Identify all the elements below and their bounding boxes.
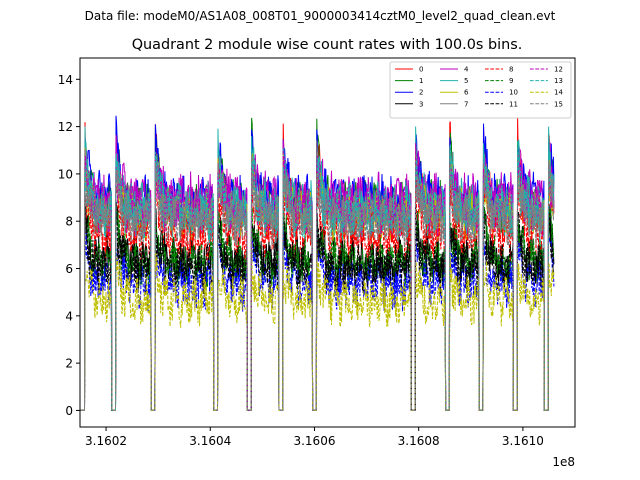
y-tick-label: 10 <box>58 167 73 181</box>
x-tick-label: 3.1608 <box>398 434 440 448</box>
x-axis: 3.1602 3.1604 3.1606 3.1608 3.1610 <box>85 427 544 448</box>
y-tick-label: 14 <box>58 73 73 87</box>
legend-label: 10 <box>509 89 518 97</box>
legend-label: 4 <box>464 66 469 74</box>
legend-label: 3 <box>419 100 423 108</box>
series-line-10 <box>80 227 555 411</box>
legend-label: 14 <box>554 89 563 97</box>
series-line-15 <box>80 160 555 411</box>
y-tick-label: 12 <box>58 120 73 134</box>
y-tick-label: 8 <box>65 215 73 229</box>
legend-label: 15 <box>554 100 563 108</box>
legend-label: 6 <box>464 89 469 97</box>
legend-label: 9 <box>509 77 513 85</box>
series-layer <box>80 115 555 411</box>
legend-label: 2 <box>419 89 423 97</box>
x-tick-label: 3.1606 <box>293 434 335 448</box>
suptitle: Data file: modeM0/AS1A08_008T01_90000034… <box>85 9 556 23</box>
x-tick-label: 3.1602 <box>85 434 127 448</box>
axes-frame <box>79 57 576 428</box>
plot-area <box>79 57 576 428</box>
x-tick-label: 3.1604 <box>189 434 231 448</box>
y-tick-label: 6 <box>65 262 73 276</box>
y-tick-label: 4 <box>65 309 73 323</box>
y-axis: 0 2 4 6 8 10 12 14 <box>58 73 80 418</box>
legend-label: 8 <box>509 66 513 74</box>
x-tick-label: 3.1610 <box>502 434 544 448</box>
legend-label: 7 <box>464 100 468 108</box>
chart-title: Quadrant 2 module wise count rates with … <box>132 37 523 53</box>
series-line-14 <box>80 243 555 411</box>
legend-label: 12 <box>554 66 563 74</box>
legend-label: 0 <box>419 66 423 74</box>
legend-box <box>389 61 572 119</box>
series-line-11 <box>80 203 555 411</box>
y-tick-label: 0 <box>65 404 73 418</box>
y-tick-label: 2 <box>65 357 73 371</box>
legend-label: 11 <box>509 100 518 108</box>
legend-label: 1 <box>419 77 423 85</box>
x-offset-label: 1e8 <box>552 455 575 469</box>
legend-label: 5 <box>464 77 468 85</box>
legend-label: 13 <box>554 77 563 85</box>
series-line-8 <box>80 163 555 411</box>
